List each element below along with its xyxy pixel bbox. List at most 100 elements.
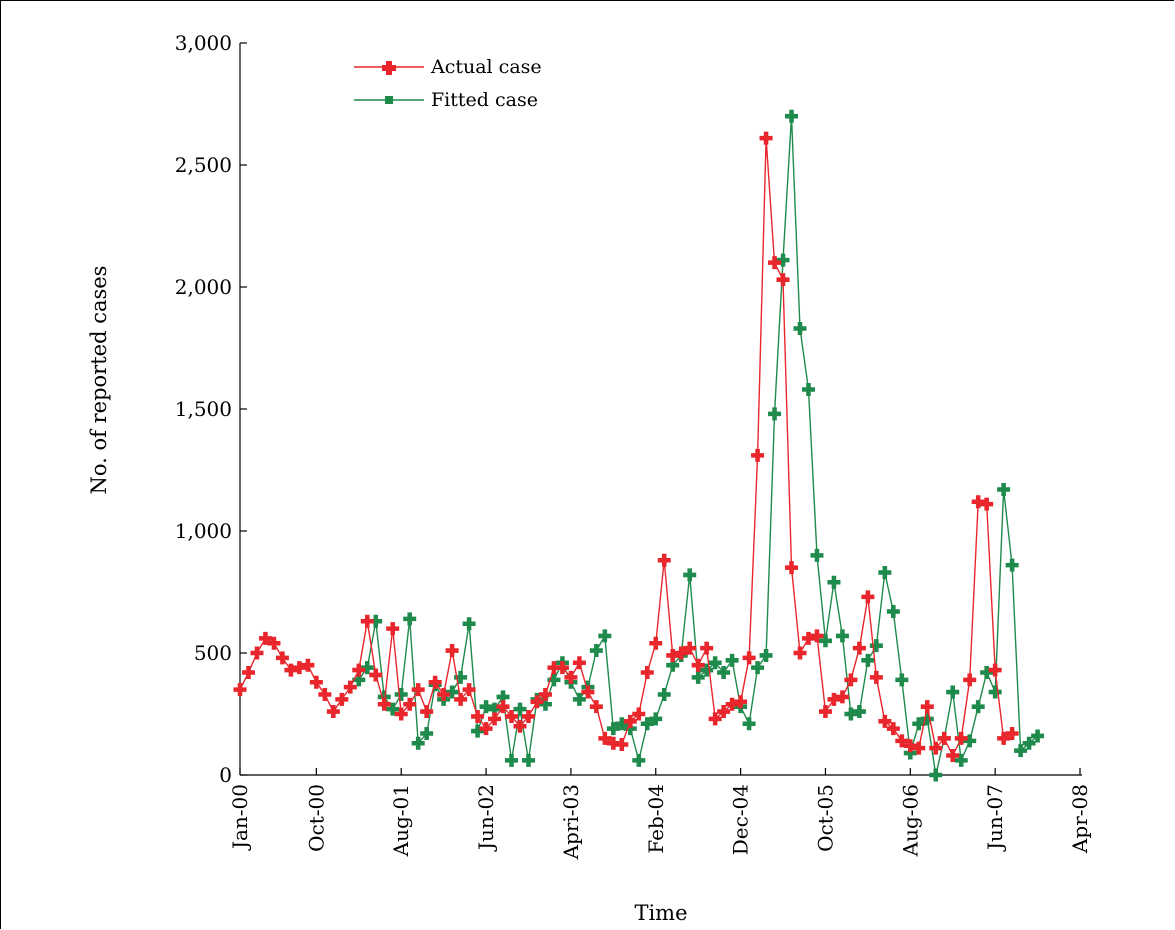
data-point <box>963 734 977 748</box>
data-point <box>284 663 298 677</box>
data-point <box>895 673 909 687</box>
legend: Actual case Fitted case <box>354 56 542 111</box>
data-point <box>657 553 671 567</box>
data-point <box>717 666 731 680</box>
data-point <box>861 590 875 604</box>
x-axis-title: Time <box>634 901 687 925</box>
x-tick-label: Oct-05 <box>813 784 837 852</box>
data-point <box>411 736 425 750</box>
y-tick-label: 1,000 <box>175 519 232 543</box>
data-point <box>903 739 917 753</box>
data-point <box>564 670 578 684</box>
y-tick-label: 1,500 <box>175 397 232 421</box>
x-ticks: Jan-00 Oct-00 Aug-01 Jun-02 Apri-03 Feb-04 Dec… <box>228 768 1092 860</box>
data-point <box>241 666 255 680</box>
data-point <box>521 753 535 767</box>
data-point <box>929 768 943 782</box>
data-point <box>768 407 782 421</box>
data-point <box>793 321 807 335</box>
data-point <box>708 656 722 670</box>
data-point <box>547 673 561 687</box>
data-point <box>606 736 620 750</box>
data-point <box>1022 736 1036 750</box>
data-point <box>683 568 697 582</box>
data-point <box>725 697 739 711</box>
data-point <box>513 702 527 716</box>
data-point <box>649 712 663 726</box>
x-tick-label: Dec-04 <box>729 784 753 855</box>
data-point <box>479 700 493 714</box>
data-point <box>895 734 909 748</box>
y-tick-label: 2,000 <box>175 275 232 299</box>
data-point <box>971 700 985 714</box>
data-point <box>844 707 858 721</box>
data-point <box>318 687 332 701</box>
data-point <box>649 636 663 650</box>
data-point <box>768 256 782 270</box>
data-point <box>513 719 527 733</box>
data-point <box>377 697 391 711</box>
data-point <box>717 705 731 719</box>
data-point <box>403 697 417 711</box>
series-line <box>239 138 1013 758</box>
data-point <box>844 673 858 687</box>
data-point <box>810 548 824 562</box>
data-point <box>360 661 374 675</box>
data-point <box>369 668 383 682</box>
data-point <box>1014 744 1028 758</box>
data-point <box>1031 729 1045 743</box>
data-point <box>471 709 485 723</box>
data-point <box>700 663 714 677</box>
y-tick-label: 500 <box>194 641 232 665</box>
x-tick-label: Apri-03 <box>559 784 583 860</box>
data-point <box>691 658 705 672</box>
data-point <box>394 687 408 701</box>
data-point <box>598 629 612 643</box>
data-point <box>352 673 366 687</box>
data-point <box>581 685 595 699</box>
x-tick-label: Jun-02 <box>474 784 498 852</box>
data-point <box>632 753 646 767</box>
data-point <box>700 641 714 655</box>
data-point <box>386 702 400 716</box>
data-point <box>589 700 603 714</box>
data-point <box>954 731 968 745</box>
data-point <box>437 687 451 701</box>
data-point <box>818 705 832 719</box>
data-point <box>801 631 815 645</box>
x-tick-label: Feb-04 <box>644 784 668 854</box>
data-point <box>572 656 586 670</box>
data-point <box>751 448 765 462</box>
data-point <box>335 692 349 706</box>
data-point <box>666 648 680 662</box>
data-point <box>496 700 510 714</box>
data-point <box>971 495 985 509</box>
data-point <box>878 565 892 579</box>
data-point <box>1005 558 1019 572</box>
data-point <box>869 670 883 684</box>
data-point <box>776 273 790 287</box>
legend-marker-actual <box>382 61 396 75</box>
data-point <box>615 738 629 751</box>
y-axis-title: No. of reported cases <box>87 266 111 495</box>
data-point <box>623 714 637 728</box>
data-point <box>708 712 722 726</box>
data-point <box>488 712 502 726</box>
data-point <box>920 712 934 726</box>
data-point <box>929 741 943 755</box>
data-point <box>657 687 671 701</box>
data-point <box>988 663 1002 677</box>
data-point <box>785 561 799 575</box>
data-point <box>980 666 994 680</box>
data-point <box>488 702 502 716</box>
data-point <box>547 661 561 675</box>
data-point <box>827 575 841 589</box>
data-point <box>420 727 434 741</box>
data-point <box>479 722 493 736</box>
x-tick-label: Oct-00 <box>304 784 328 852</box>
y-ticks: 0 500 1,000 1,500 2,000 2,500 3,000 <box>175 31 247 787</box>
x-tick-label: Jun-07 <box>983 784 1007 852</box>
data-point <box>793 646 807 660</box>
data-point <box>275 651 289 665</box>
data-point <box>326 705 340 719</box>
